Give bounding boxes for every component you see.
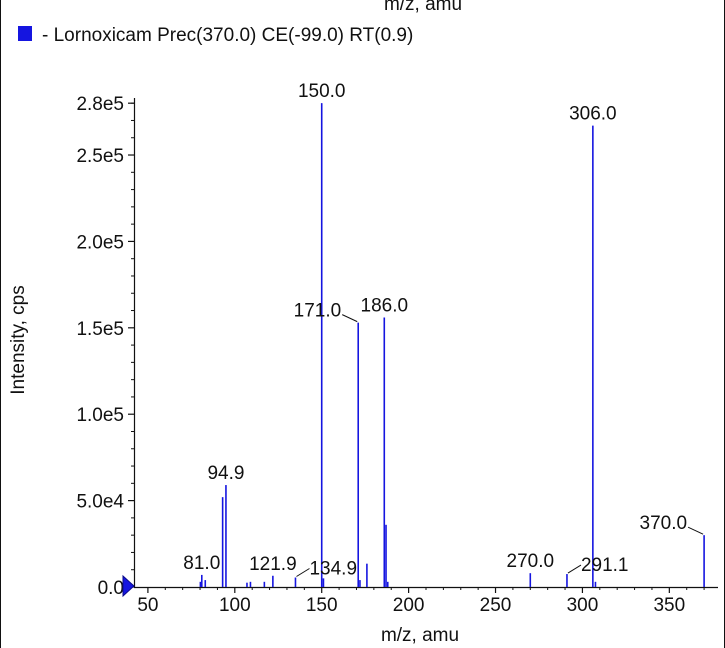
legend-label: - Lornoxicam Prec(370.0) CE(-99.0) RT(0.… — [42, 25, 413, 46]
x-tick-label: 100 — [219, 595, 251, 616]
x-tick-label: 350 — [653, 595, 685, 616]
y-tick-label: 2.5e5 — [76, 146, 124, 167]
peak-label: 270.0 — [507, 551, 555, 572]
y-axis-ticks: 0.0 5.0e4 1.0e5 1.5e5 2.0e5 2.5e5 2.8e5 — [76, 94, 134, 599]
x-tick-label: 150 — [306, 595, 338, 616]
peak-label: 306.0 — [569, 104, 617, 125]
legend-marker — [18, 26, 32, 41]
peak-annotations: 81.0 94.9 121.9 134.9 150.0 171.0 186.0 270.0 29… — [183, 81, 704, 579]
peak-leader-line — [567, 564, 582, 574]
peak-label: 134.9 — [309, 558, 357, 579]
peak-label: 186.0 — [361, 295, 409, 316]
x-tick-label: 200 — [393, 595, 425, 616]
legend: - Lornoxicam Prec(370.0) CE(-99.0) RT(0.… — [18, 25, 413, 46]
spectrum-peaks — [199, 103, 705, 587]
x-tick-label: 50 — [137, 595, 158, 616]
peak-label: 370.0 — [640, 513, 688, 534]
peak-label: 150.0 — [298, 81, 346, 102]
peak-label: 81.0 — [183, 553, 220, 574]
peak-label: 171.0 — [294, 301, 342, 322]
x-axis-title: m/z, amu — [381, 625, 459, 646]
peak-leader-line — [342, 314, 358, 323]
peak-leader-line — [687, 526, 704, 535]
peak-label: 121.9 — [249, 554, 297, 575]
peak-label: 94.9 — [207, 463, 244, 484]
y-tick-label: 5.0e4 — [76, 492, 124, 513]
x-tick-label: 300 — [567, 595, 599, 616]
y-tick-label: 1.5e5 — [76, 319, 124, 340]
peak-leader-line — [296, 568, 310, 577]
y-tick-label: 1.0e5 — [76, 405, 124, 426]
axis-marker-triangle — [122, 574, 135, 598]
y-tick-label: 0.0 — [98, 578, 124, 599]
peak-label: 291.1 — [581, 555, 629, 576]
x-tick-label: 250 — [480, 595, 512, 616]
x-axis-ticks: 50 100 150 200 250 300 350 — [137, 587, 705, 616]
y-tick-label: 2.8e5 — [76, 94, 124, 115]
y-axis-title: Intensity, cps — [8, 285, 29, 394]
clipped-axis-title: m/z, amu — [384, 0, 462, 15]
y-tick-label: 2.0e5 — [76, 232, 124, 253]
